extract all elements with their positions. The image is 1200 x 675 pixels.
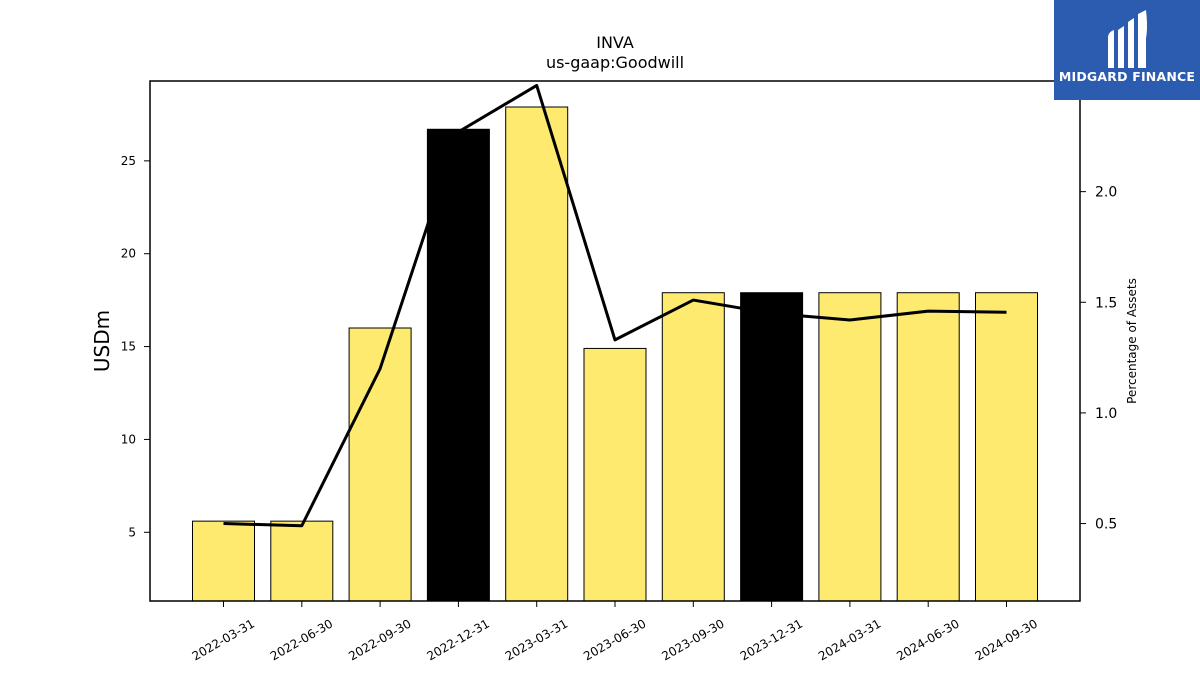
y2-tick-label: 2.0 <box>1095 185 1117 201</box>
bar-2023-12-31 <box>740 292 804 602</box>
x-tick-label: 2022-09-30 <box>346 616 413 663</box>
x-tick-label: 2022-06-30 <box>268 616 335 663</box>
x-tick-label: 2022-03-31 <box>190 616 257 663</box>
bar-2024-06-30 <box>896 292 960 602</box>
bar-2024-09-30 <box>975 292 1038 602</box>
y2-tick-label: 1.0 <box>1095 406 1117 422</box>
x-tick-label: 2023-06-30 <box>581 616 648 663</box>
bar-2022-09-30 <box>348 327 412 602</box>
chart-title: INVA <box>596 33 634 52</box>
bar-2024-03-31 <box>818 292 882 602</box>
y-axis-label: USDm <box>90 310 114 372</box>
y2-axis-label: Percentage of Assets <box>1125 278 1139 404</box>
line-layer <box>223 83 1007 528</box>
left-axis: 5 10 15 20 25 <box>121 154 150 539</box>
x-tick-label: 2024-03-31 <box>816 616 883 663</box>
bar-2022-06-30 <box>270 520 334 602</box>
x-tick-label: 2023-12-31 <box>738 616 805 663</box>
y-tick-label: 10 <box>121 432 136 446</box>
x-tick-label: 2024-09-30 <box>973 616 1040 663</box>
x-tick-label: 2022-12-31 <box>424 616 491 663</box>
y-tick-label: 15 <box>121 340 136 354</box>
x-tick-label: 2024-06-30 <box>894 616 961 663</box>
chart-subtitle: us-gaap:Goodwill <box>546 53 684 72</box>
y-tick-label: 5 <box>128 525 136 539</box>
y2-tick-label: 0.5 <box>1095 517 1117 533</box>
bars-layer <box>192 106 1038 602</box>
y-tick-label: 20 <box>121 247 136 261</box>
bar-2022-03-31 <box>192 520 255 602</box>
bar-2023-09-30 <box>661 292 725 602</box>
brand-name: MIDGARD FINANCE <box>1058 69 1196 84</box>
x-axis: 2022-03-31 2022-06-30 2022-09-30 2022-12-31… <box>190 601 1040 663</box>
x-tick-label: 2023-09-30 <box>659 616 726 663</box>
x-tick-label: 2023-03-31 <box>503 616 570 663</box>
y2-tick-label: 1.5 <box>1095 295 1117 311</box>
bar-2023-03-31 <box>505 106 569 602</box>
y-tick-label: 25 <box>121 154 136 168</box>
right-axis: 0.5 1.0 1.5 2.0 <box>1080 185 1117 533</box>
bar-2023-06-30 <box>583 347 647 602</box>
midgard-logo-icon <box>1108 10 1147 68</box>
brand-logo: MIDGARD FINANCE <box>1054 0 1200 100</box>
bar-2022-12-31 <box>426 128 490 602</box>
